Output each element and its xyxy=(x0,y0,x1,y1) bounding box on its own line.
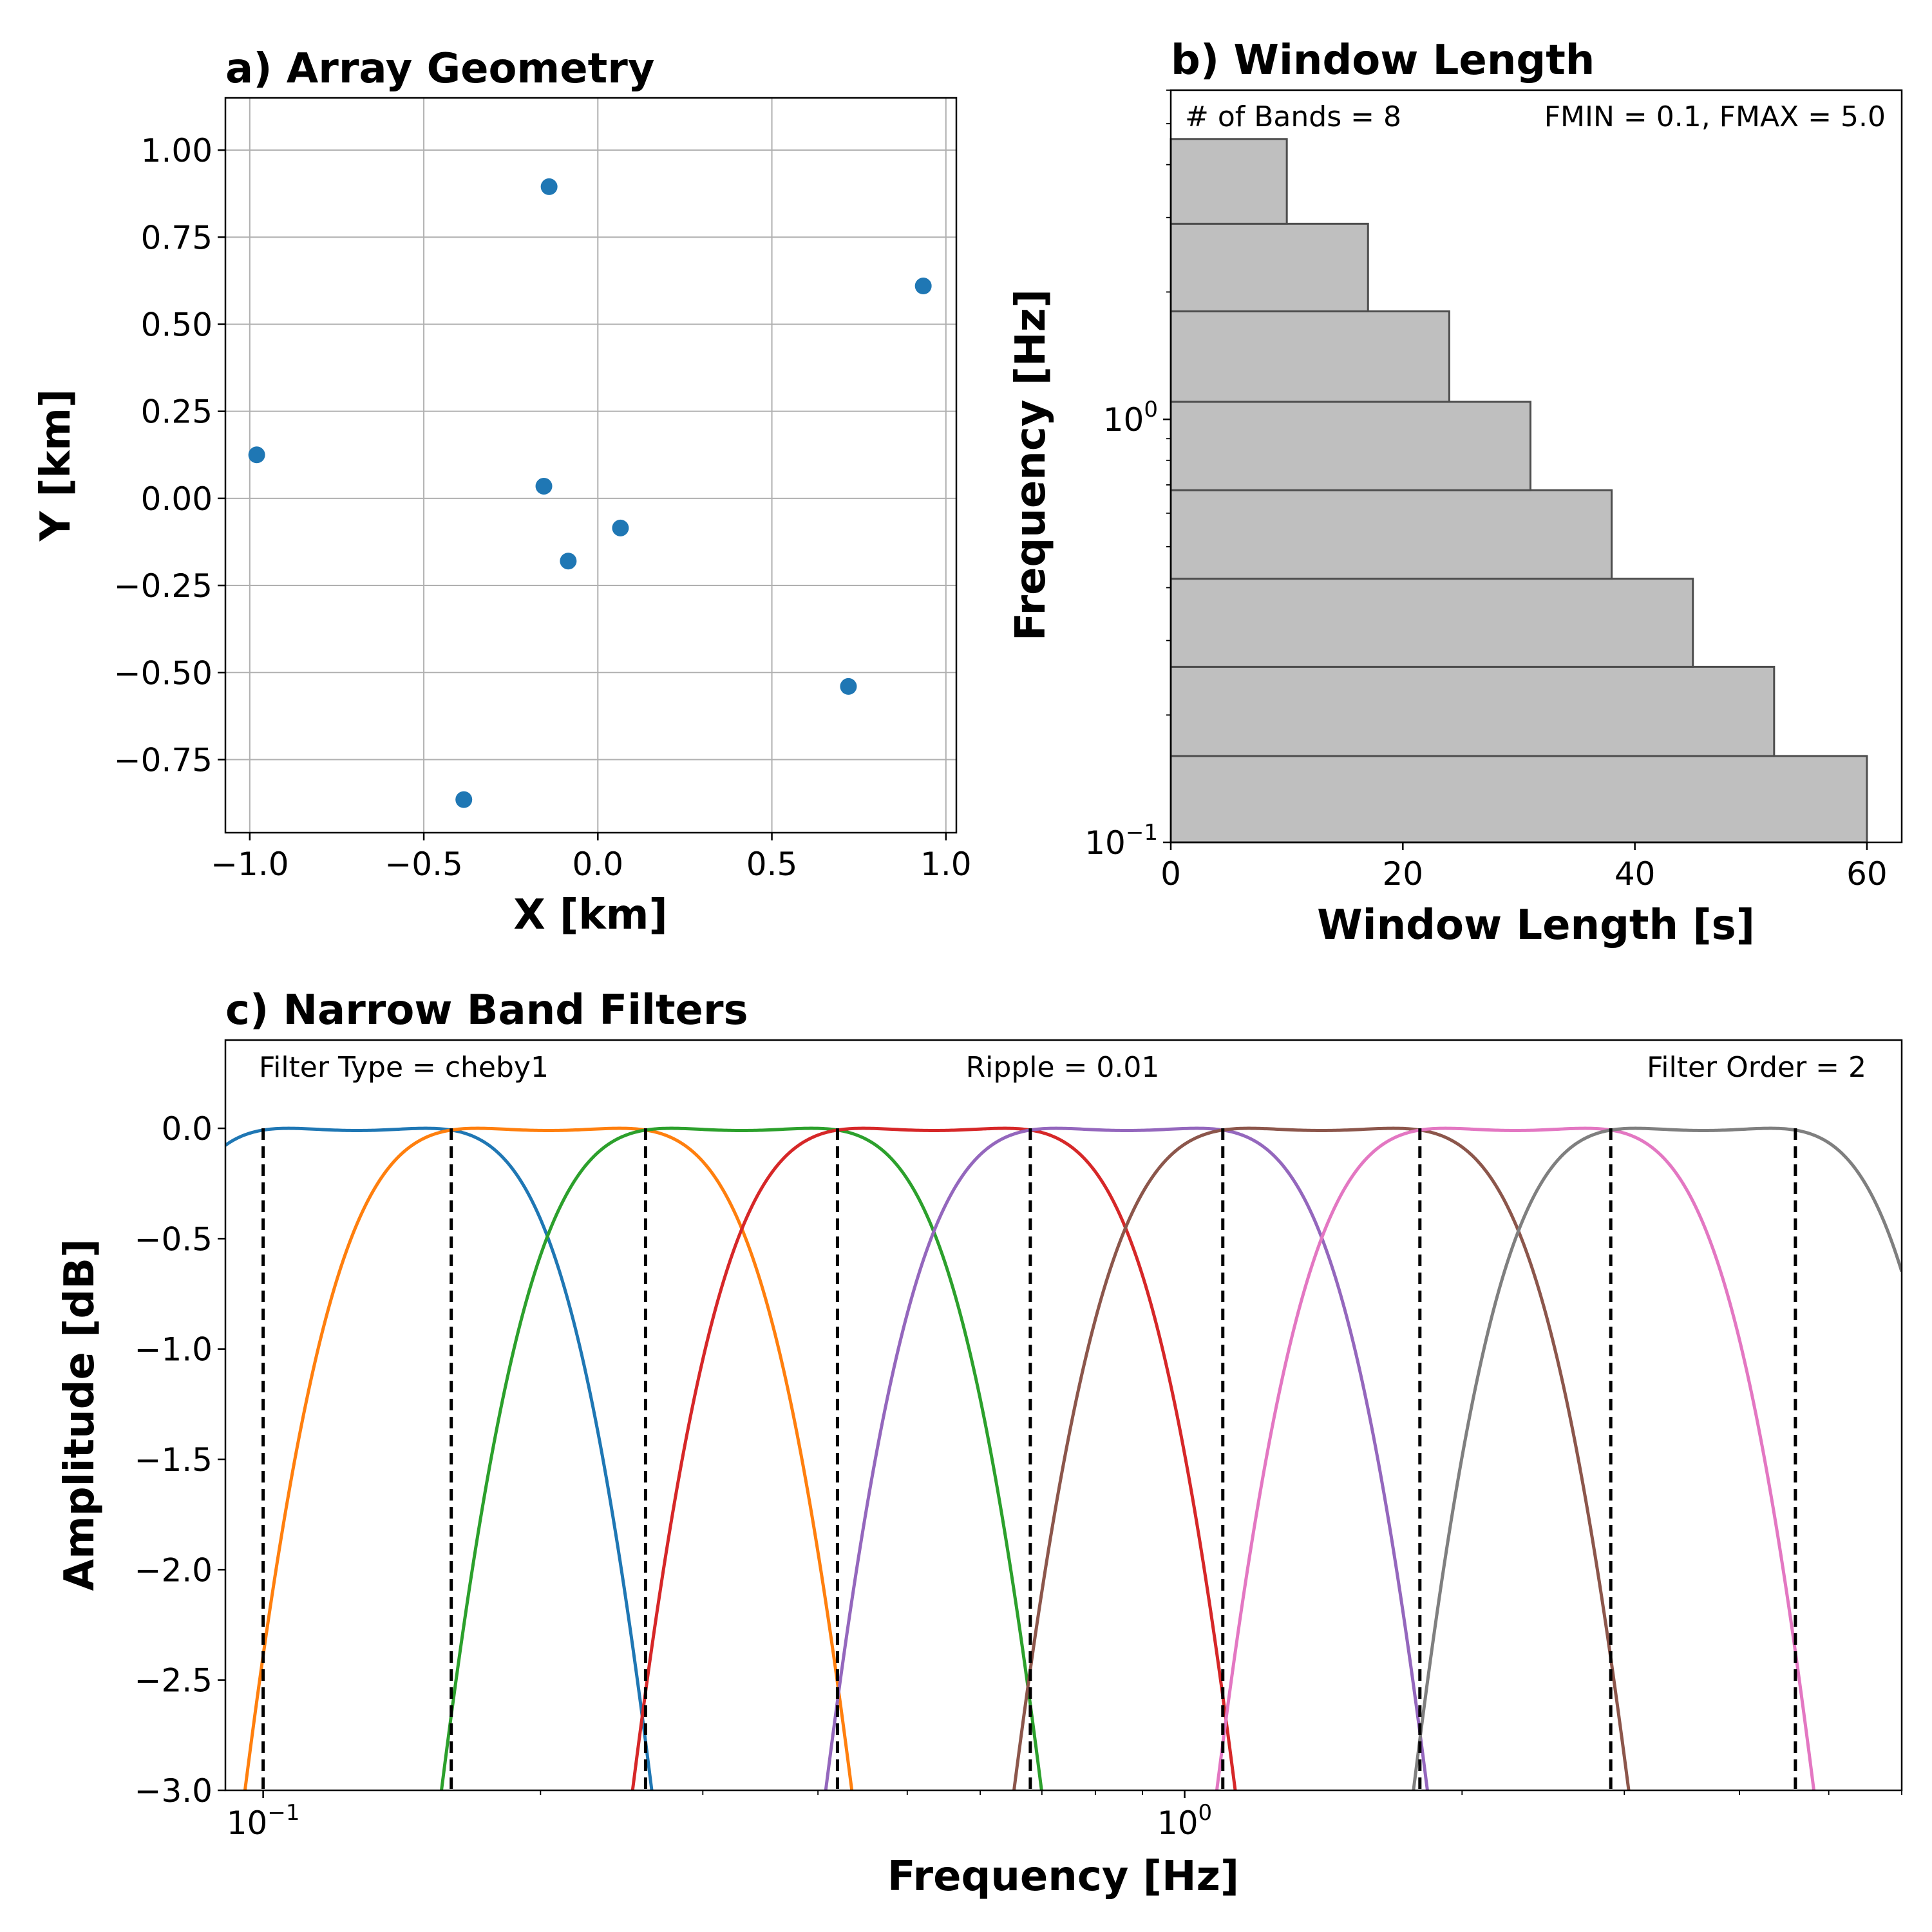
filter-response-line xyxy=(225,1126,654,1790)
panel-b-x-ticks: 0 20 40 60 xyxy=(1160,842,1888,893)
panel-a-y-tick-label: −0.50 xyxy=(114,654,213,692)
filter-response-line xyxy=(824,1126,1429,1790)
filter-response-line xyxy=(1215,1126,1816,1790)
panel-narrow-band-filters: c) Narrow Band Filters Filter Type = che… xyxy=(56,987,1903,1900)
window-bar xyxy=(1170,755,1868,844)
panel-c-curves xyxy=(225,1126,1902,1790)
panel-a-x-tick-label: 0.0 xyxy=(573,846,624,883)
panel-c-annotation-filter-type: Filter Type = cheby1 xyxy=(259,1051,549,1084)
panel-a-ylabel: Y [km] xyxy=(32,389,80,542)
panel-a-y-tick-label: 1.00 xyxy=(141,132,213,169)
panel-a-y-tick-label: 0.25 xyxy=(141,393,213,431)
window-bar xyxy=(1170,401,1531,491)
panel-c-y-tick-label: −1.0 xyxy=(135,1331,213,1368)
panel-b-title: b) Window Length xyxy=(1171,37,1595,84)
panel-b-x-tick-label: 0 xyxy=(1160,855,1181,893)
window-bar xyxy=(1170,578,1694,668)
panel-c-band-edges xyxy=(261,1128,1797,1790)
panel-b-y-tick-label: 10−1 xyxy=(1084,820,1158,862)
panel-c-xlabel: Frequency [Hz] xyxy=(887,1853,1239,1900)
panel-b-y-tick-label: 100 xyxy=(1103,397,1158,439)
panel-b-annotation-bands: # of Bands = 8 xyxy=(1185,100,1401,133)
panel-a-x-tick-label: −1.0 xyxy=(211,846,289,883)
station-point xyxy=(914,278,932,295)
panel-a-y-tick-label: 0.75 xyxy=(141,219,213,256)
panel-b-x-tick-label: 20 xyxy=(1383,855,1424,893)
filter-response-line xyxy=(1412,1126,1902,1790)
panel-a-frame xyxy=(224,97,958,834)
panel-c-x-ticks: 10−1 100 xyxy=(227,1790,1902,1842)
window-bar xyxy=(1170,310,1450,403)
panel-c-annotation-ripple: Ripple = 0.01 xyxy=(966,1051,1160,1084)
station-point xyxy=(560,553,577,570)
panel-b-annotation-fminmax: FMIN = 0.1, FMAX = 5.0 xyxy=(1544,100,1886,133)
panel-a-x-tick-label: 1.0 xyxy=(920,846,972,883)
panel-b-ylabel: Frequency [Hz] xyxy=(1007,289,1055,641)
station-point xyxy=(248,446,265,464)
panel-b-bars xyxy=(1170,138,1868,844)
panel-c-y-ticks: 0.0 −0.5 −1.0 −1.5 −2.0 −2.5 −3.0 xyxy=(135,1110,225,1810)
panel-b-xlabel: Window Length [s] xyxy=(1317,902,1755,949)
station-point xyxy=(535,477,553,495)
panel-a-x-ticks: −1.0 −0.5 0.0 0.5 1.0 xyxy=(211,833,972,883)
panel-a-grid xyxy=(225,98,956,833)
panel-a-points xyxy=(248,178,932,808)
station-point xyxy=(540,178,558,195)
panel-a-y-ticks: 1.00 0.75 0.50 0.25 0.00 −0.25 −0.50 −0.75 xyxy=(114,132,225,779)
panel-b-frame xyxy=(1170,89,1903,844)
panel-b-x-tick-label: 60 xyxy=(1846,855,1888,893)
panel-b-y-ticks: 100 10−1 xyxy=(1084,90,1171,862)
station-point xyxy=(840,677,857,695)
panel-c-annotation-filter-order: Filter Order = 2 xyxy=(1647,1051,1866,1084)
window-bar xyxy=(1170,138,1288,225)
window-bar xyxy=(1170,489,1613,580)
panel-c-y-tick-label: −0.5 xyxy=(135,1220,213,1258)
panel-a-xlabel: X [km] xyxy=(513,891,667,939)
filter-response-line xyxy=(630,1126,1237,1790)
panel-c-title: c) Narrow Band Filters xyxy=(225,987,748,1034)
filter-response-line xyxy=(439,1126,1043,1790)
panel-a-y-tick-label: −0.75 xyxy=(114,741,213,779)
panel-b-x-tick-label: 40 xyxy=(1615,855,1656,893)
panel-c-ylabel: Amplitude [dB] xyxy=(56,1239,104,1591)
panel-c-x-tick-label: 100 xyxy=(1157,1800,1212,1842)
station-point xyxy=(612,519,629,536)
panel-a-x-tick-label: −0.5 xyxy=(384,846,462,883)
panel-c-frame xyxy=(224,1039,1903,1792)
station-point xyxy=(455,791,473,808)
panel-a-title: a) Array Geometry xyxy=(225,45,654,93)
panel-a-y-tick-label: 0.00 xyxy=(141,480,213,518)
panel-c-y-tick-label: −2.0 xyxy=(135,1551,213,1589)
panel-array-geometry: a) Array Geometry −1.0 −0.5 0.0 0.5 1.0 1.00… xyxy=(32,45,972,939)
panel-c-y-tick-label: −2.5 xyxy=(135,1662,213,1700)
filter-response-line xyxy=(1012,1126,1631,1790)
panel-a-y-tick-label: −0.25 xyxy=(114,567,213,605)
panel-a-x-tick-label: 0.5 xyxy=(746,846,798,883)
window-bar xyxy=(1170,222,1369,312)
panel-c-y-tick-label: −1.5 xyxy=(135,1441,213,1479)
panel-c-y-tick-label: −3.0 xyxy=(135,1772,213,1810)
panel-c-y-tick-label: 0.0 xyxy=(161,1110,213,1148)
panel-a-y-tick-label: 0.50 xyxy=(141,306,213,343)
window-bar xyxy=(1170,665,1776,757)
filter-response-line xyxy=(243,1126,854,1790)
panel-c-x-tick-label: 10−1 xyxy=(227,1800,300,1842)
panel-window-length: b) Window Length # of Bands = 8 FMIN = 0… xyxy=(1007,37,1903,949)
